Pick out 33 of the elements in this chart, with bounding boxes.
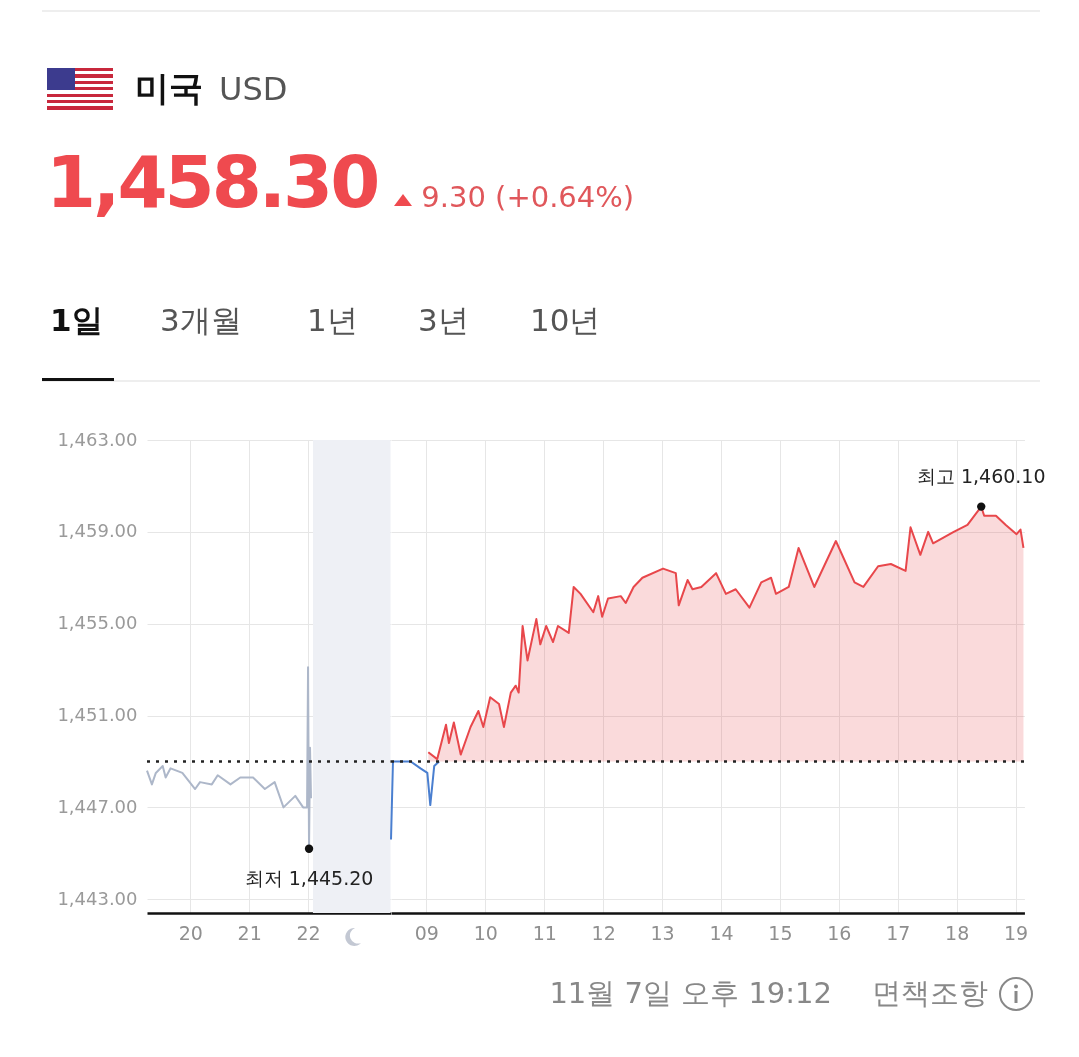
x-tick-label: 11	[532, 922, 557, 945]
x-tick-label: 18	[944, 922, 969, 945]
y-tick-label: 1,447.00	[57, 795, 138, 817]
x-tick-label: 19	[1003, 922, 1028, 945]
x-tick-label: 14	[708, 922, 734, 945]
text: 1,458.30	[46, 140, 378, 224]
x-tick-label: 13	[650, 922, 675, 945]
chart-subtitle: USD	[219, 70, 288, 108]
y-tick-label: 1,459.00	[57, 520, 138, 542]
text: 3년	[418, 301, 469, 340]
x-tick-label: 20	[178, 922, 203, 945]
x-tick-label: 16	[826, 922, 851, 945]
x-tick-label: 12	[591, 922, 616, 945]
text: 1년	[307, 301, 358, 340]
text: 3개월	[160, 301, 242, 340]
y-tick-label: 1,463.00	[57, 428, 138, 450]
x-tick-label: 21	[237, 922, 262, 945]
y-tick-label: 1,451.00	[57, 704, 138, 726]
x-tick-label: 17	[885, 922, 910, 945]
y-tick-label: 1,455.00	[57, 612, 138, 634]
annotation: 최고 1,460.10	[916, 464, 1046, 487]
annotation: 최저 1,445.20	[244, 866, 374, 889]
text: 면책조항	[872, 975, 988, 1012]
x-tick-label: 15	[767, 922, 793, 945]
y-tick-label: 1,443.00	[57, 887, 138, 909]
x-tick-label: 09	[414, 922, 439, 945]
chart-title: 미국	[135, 67, 203, 110]
x-tick-label: 22	[296, 922, 321, 945]
text: 10년	[530, 301, 601, 340]
text: 9.30 (+0.64%)	[421, 180, 635, 214]
text: 1일	[50, 301, 103, 340]
text: 11월 7일 오후 19:12	[549, 975, 832, 1012]
x-tick-label: 10	[473, 922, 498, 945]
